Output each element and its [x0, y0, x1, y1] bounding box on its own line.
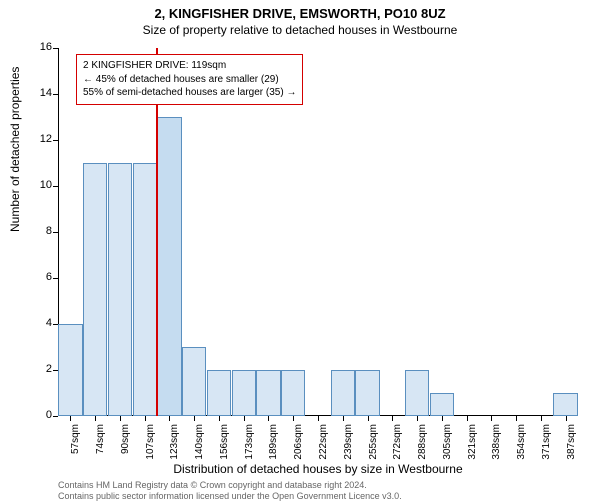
histogram-bar [281, 370, 305, 416]
x-tick-label: 74sqm [95, 424, 106, 466]
histogram-bar [256, 370, 280, 416]
histogram-bar [405, 370, 429, 416]
histogram-bar [232, 370, 256, 416]
histogram-bar [331, 370, 355, 416]
x-tick-mark [417, 416, 418, 421]
x-tick-label: 140sqm [194, 424, 205, 466]
x-tick-mark [120, 416, 121, 421]
y-tick-label: 6 [12, 271, 58, 283]
y-tick-label: 8 [12, 225, 58, 237]
x-tick-mark [318, 416, 319, 421]
y-tick-label: 0 [12, 409, 58, 421]
y-tick-mark [53, 94, 58, 95]
x-tick-label: 255sqm [368, 424, 379, 466]
y-tick-label: 16 [12, 41, 58, 53]
histogram-bar [207, 370, 231, 416]
histogram-bar [553, 393, 577, 416]
x-tick-label: 57sqm [70, 424, 81, 466]
y-tick-label: 4 [12, 317, 58, 329]
x-tick-label: 305sqm [442, 424, 453, 466]
histogram-bar [133, 163, 157, 416]
x-tick-mark [491, 416, 492, 421]
x-tick-mark [392, 416, 393, 421]
x-tick-mark [194, 416, 195, 421]
x-tick-mark [467, 416, 468, 421]
x-tick-mark [219, 416, 220, 421]
annotation-box: 2 KINGFISHER DRIVE: 119sqm ← 45% of deta… [76, 54, 303, 105]
x-tick-label: 387sqm [566, 424, 577, 466]
y-tick-mark [53, 140, 58, 141]
x-tick-mark [541, 416, 542, 421]
y-tick-mark [53, 416, 58, 417]
x-tick-mark [368, 416, 369, 421]
annotation-line: 55% of semi-detached houses are larger (… [83, 86, 296, 100]
annotation-line: ← 45% of detached houses are smaller (29… [83, 73, 296, 87]
histogram-bar [83, 163, 107, 416]
x-tick-label: 222sqm [318, 424, 329, 466]
y-tick-label: 14 [12, 87, 58, 99]
histogram-bar [430, 393, 454, 416]
x-tick-label: 206sqm [293, 424, 304, 466]
x-tick-label: 107sqm [145, 424, 156, 466]
x-tick-label: 338sqm [491, 424, 502, 466]
y-tick-mark [53, 186, 58, 187]
x-tick-label: 123sqm [169, 424, 180, 466]
annotation-line: 2 KINGFISHER DRIVE: 119sqm [83, 59, 296, 73]
chart-plot-area: 2 KINGFISHER DRIVE: 119sqm ← 45% of deta… [58, 48, 578, 416]
x-tick-mark [566, 416, 567, 421]
histogram-bar [108, 163, 132, 416]
x-tick-mark [169, 416, 170, 421]
y-tick-mark [53, 48, 58, 49]
x-tick-mark [343, 416, 344, 421]
x-tick-mark [70, 416, 71, 421]
x-tick-mark [516, 416, 517, 421]
x-tick-label: 90sqm [120, 424, 131, 466]
y-tick-label: 2 [12, 363, 58, 375]
x-tick-label: 354sqm [516, 424, 527, 466]
x-tick-label: 288sqm [417, 424, 428, 466]
x-tick-mark [268, 416, 269, 421]
y-tick-mark [53, 278, 58, 279]
x-tick-mark [442, 416, 443, 421]
x-tick-mark [95, 416, 96, 421]
x-tick-label: 189sqm [268, 424, 279, 466]
y-tick-mark [53, 370, 58, 371]
x-tick-label: 272sqm [392, 424, 403, 466]
histogram-bar [157, 117, 181, 416]
x-tick-mark [293, 416, 294, 421]
histogram-bar [182, 347, 206, 416]
x-tick-label: 371sqm [541, 424, 552, 466]
x-tick-mark [145, 416, 146, 421]
y-tick-mark [53, 232, 58, 233]
histogram-bar [355, 370, 379, 416]
x-tick-mark [244, 416, 245, 421]
address-title: 2, KINGFISHER DRIVE, EMSWORTH, PO10 8UZ [0, 0, 600, 21]
x-tick-label: 321sqm [467, 424, 478, 466]
x-tick-label: 173sqm [244, 424, 255, 466]
x-tick-label: 156sqm [219, 424, 230, 466]
y-tick-label: 10 [12, 179, 58, 191]
y-tick-mark [53, 324, 58, 325]
x-tick-label: 239sqm [343, 424, 354, 466]
y-tick-label: 12 [12, 133, 58, 145]
chart-subtitle: Size of property relative to detached ho… [0, 21, 600, 37]
histogram-bar [58, 324, 82, 416]
footer-attribution: Contains HM Land Registry data © Crown c… [58, 480, 402, 500]
footer-line: Contains HM Land Registry data © Crown c… [58, 480, 402, 491]
footer-line: Contains public sector information licen… [58, 491, 402, 502]
